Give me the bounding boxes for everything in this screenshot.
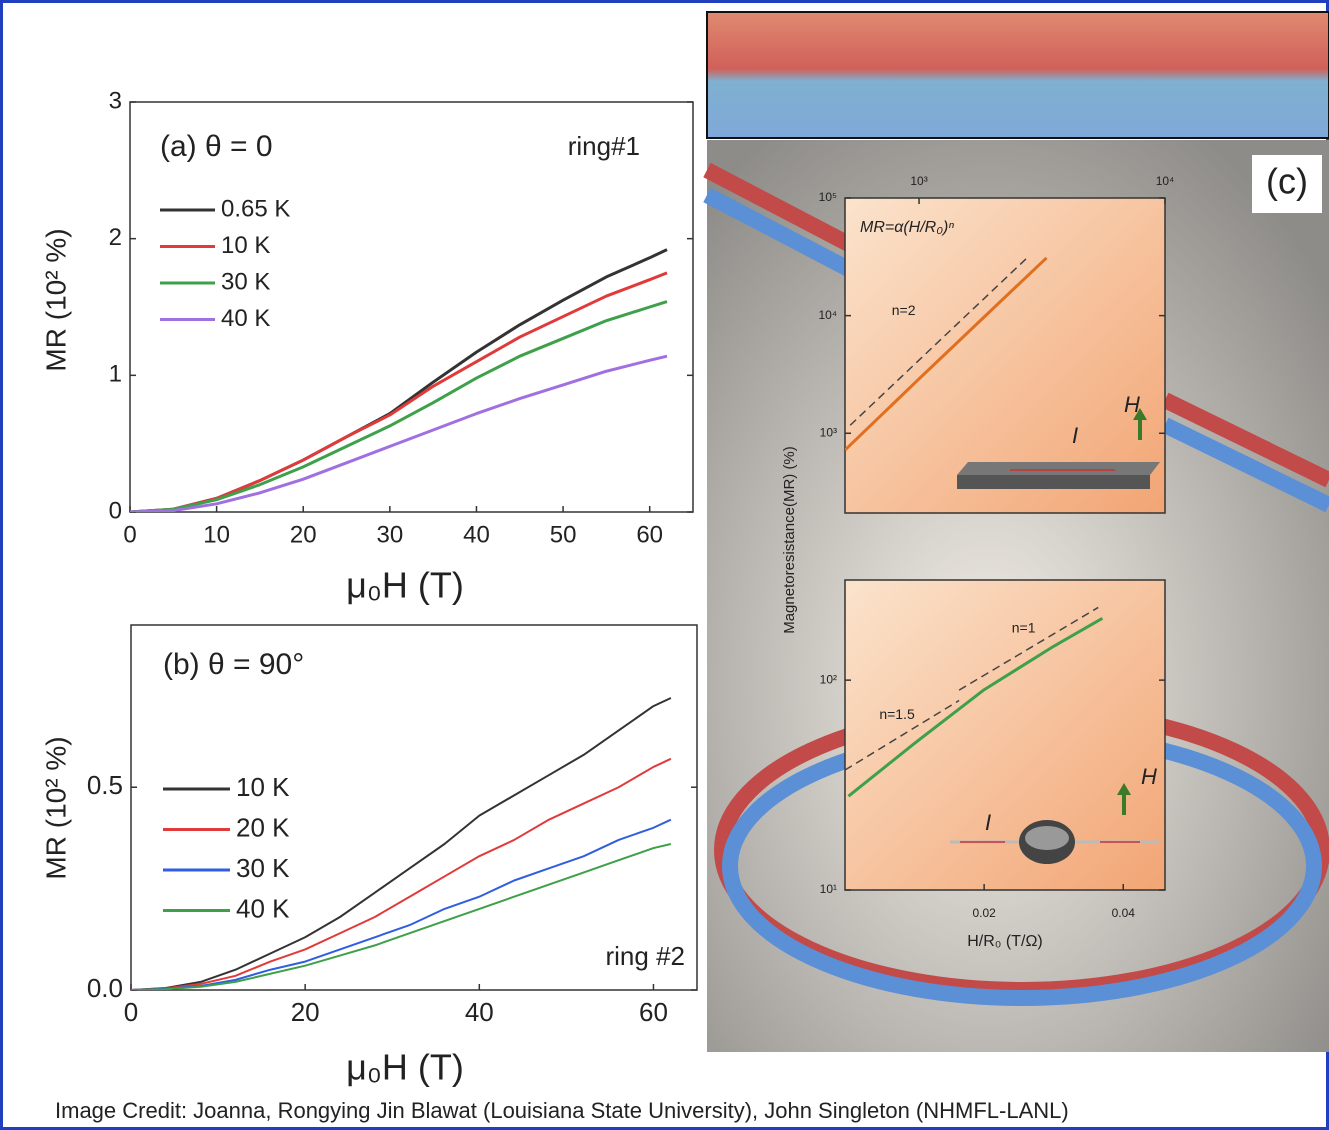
x-tick-label: 40 <box>465 997 494 1027</box>
x-axis-label: μ₀H (T) <box>346 565 464 606</box>
y-tick-label: 3 <box>109 87 122 114</box>
field-label: H <box>1124 392 1140 417</box>
figure: Image Credit: Joanna, Rongying Jin Blawa… <box>0 0 1329 1130</box>
y-tick-label: 1 <box>109 361 122 388</box>
x-tick-label: 0.02 <box>972 906 996 920</box>
x-tick-label: 0.04 <box>1112 906 1136 920</box>
x-tick-label: 0 <box>123 521 136 548</box>
series-line <box>130 273 667 512</box>
y-axis-label: MR (10² %) <box>40 736 71 879</box>
x-axis-label: μ₀H (T) <box>346 1047 464 1088</box>
reference-label: n=2 <box>892 302 916 318</box>
y-axis-label: Magnetoresistance(MR) (%) <box>781 446 798 634</box>
y-tick-label: 10¹ <box>820 882 837 896</box>
y-tick-label: 10⁴ <box>818 308 837 322</box>
legend-label: 0.65 K <box>221 195 290 222</box>
x-tick-label: 0 <box>124 997 138 1027</box>
field-label: H <box>1141 764 1157 789</box>
series-line <box>131 820 671 990</box>
y-tick-label: 10⁵ <box>819 190 837 204</box>
legend-label: 10 K <box>236 772 290 802</box>
plot-frame <box>130 102 693 512</box>
y-tick-label: 10³ <box>820 425 837 439</box>
panel-label: (c) <box>1266 161 1308 202</box>
chart-title: (b) θ = 90° <box>163 648 304 681</box>
x-tick-label: 50 <box>550 521 577 548</box>
x-tick-label: 20 <box>291 997 320 1027</box>
x-tick-label: 10³ <box>910 174 927 188</box>
y-tick-label: 0.5 <box>87 770 123 800</box>
series-line <box>131 698 671 990</box>
x-axis-label: H/R₀ (T/Ω) <box>967 933 1042 950</box>
series-line <box>130 250 667 512</box>
y-tick-label: 0.0 <box>87 973 123 1003</box>
x-tick-label: 60 <box>639 997 668 1027</box>
annotation: ring #2 <box>606 941 686 971</box>
y-tick-label: 2 <box>109 224 122 251</box>
x-tick-label: 30 <box>376 521 403 548</box>
reference-label: n=1.5 <box>879 706 915 722</box>
y-tick-label: 10² <box>820 672 837 686</box>
x-tick-label: 10 <box>203 521 230 548</box>
current-label: I <box>985 810 991 835</box>
chart-title: MR=α(H/R₀)ⁿ <box>860 219 954 236</box>
legend-label: 30 K <box>221 268 270 295</box>
y-tick-label: 0 <box>109 497 122 524</box>
legend-label: 20 K <box>236 812 290 842</box>
legend-label: 10 K <box>221 232 270 259</box>
annotation: ring#1 <box>568 131 640 161</box>
legend-label: 30 K <box>236 853 290 883</box>
legend-label: 40 K <box>221 305 270 332</box>
x-tick-label: 60 <box>636 521 663 548</box>
current-label: I <box>1072 423 1078 448</box>
x-tick-label: 20 <box>290 521 317 548</box>
x-tick-label: 40 <box>463 521 490 548</box>
chart-title: (a) θ = 0 <box>160 130 273 163</box>
reference-label: n=1 <box>1012 619 1036 635</box>
credit: Image Credit: Joanna, Rongying Jin Blawa… <box>55 1098 1069 1123</box>
series-line <box>130 356 667 512</box>
legend-label: 40 K <box>236 893 290 923</box>
series-line <box>131 844 671 990</box>
x-tick-label: 10⁴ <box>1156 174 1175 188</box>
panel-c-background <box>707 12 1329 1052</box>
y-axis-label: MR (10² %) <box>40 228 71 371</box>
